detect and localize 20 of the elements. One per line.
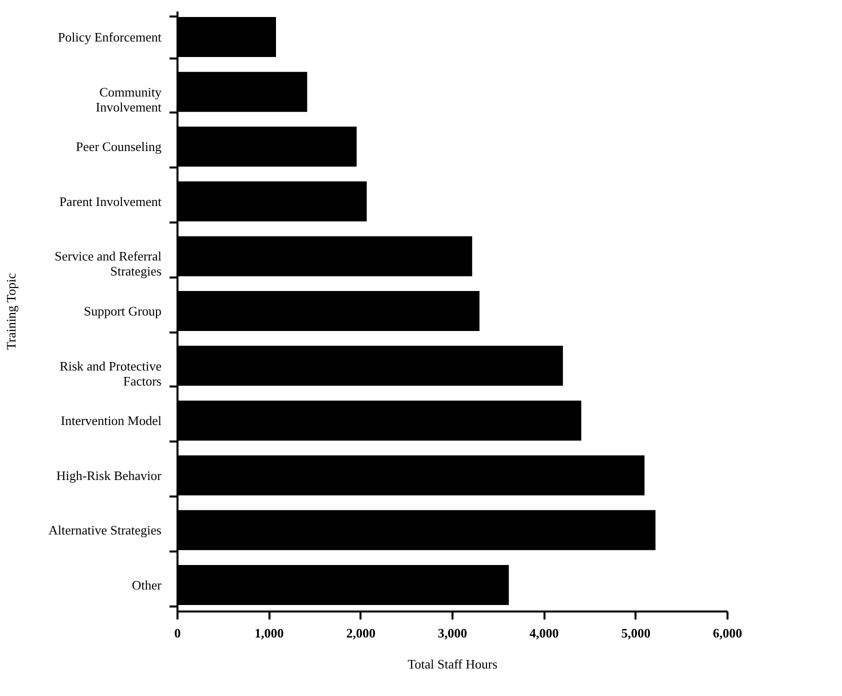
- x-tick-label: 3,000: [438, 626, 468, 640]
- y-tick-label: Parent Involvement: [59, 194, 162, 209]
- x-tick-label: 6,000: [712, 626, 742, 640]
- y-tick-label: Alternative Strategies: [48, 522, 162, 538]
- x-tick-label: 0: [174, 626, 181, 640]
- x-tick-label: 5,000: [621, 626, 650, 640]
- y-axis-title: Training Topic: [4, 272, 19, 350]
- y-tick-label: Peer Counseling: [76, 139, 162, 154]
- x-tick-label: 1,000: [254, 626, 284, 640]
- y-tick-label: Service and Referral Strategies: [54, 248, 162, 279]
- y-tick-label: Intervention Model: [60, 413, 162, 428]
- x-axis-title: Total Staff Hours: [408, 656, 498, 672]
- x-tick-label: 2,000: [346, 626, 376, 640]
- x-tick-label: 4,000: [530, 626, 559, 640]
- y-tick-label: Other: [132, 577, 162, 592]
- y-tick-label: Policy Enforcement: [58, 30, 162, 45]
- y-tick-label: Risk and Protective Factors: [60, 358, 162, 388]
- y-tick-label: Community Involvement: [96, 84, 162, 114]
- y-tick-label: High-Risk Behavior: [56, 468, 162, 483]
- y-tick-label: Support Group: [84, 304, 162, 318]
